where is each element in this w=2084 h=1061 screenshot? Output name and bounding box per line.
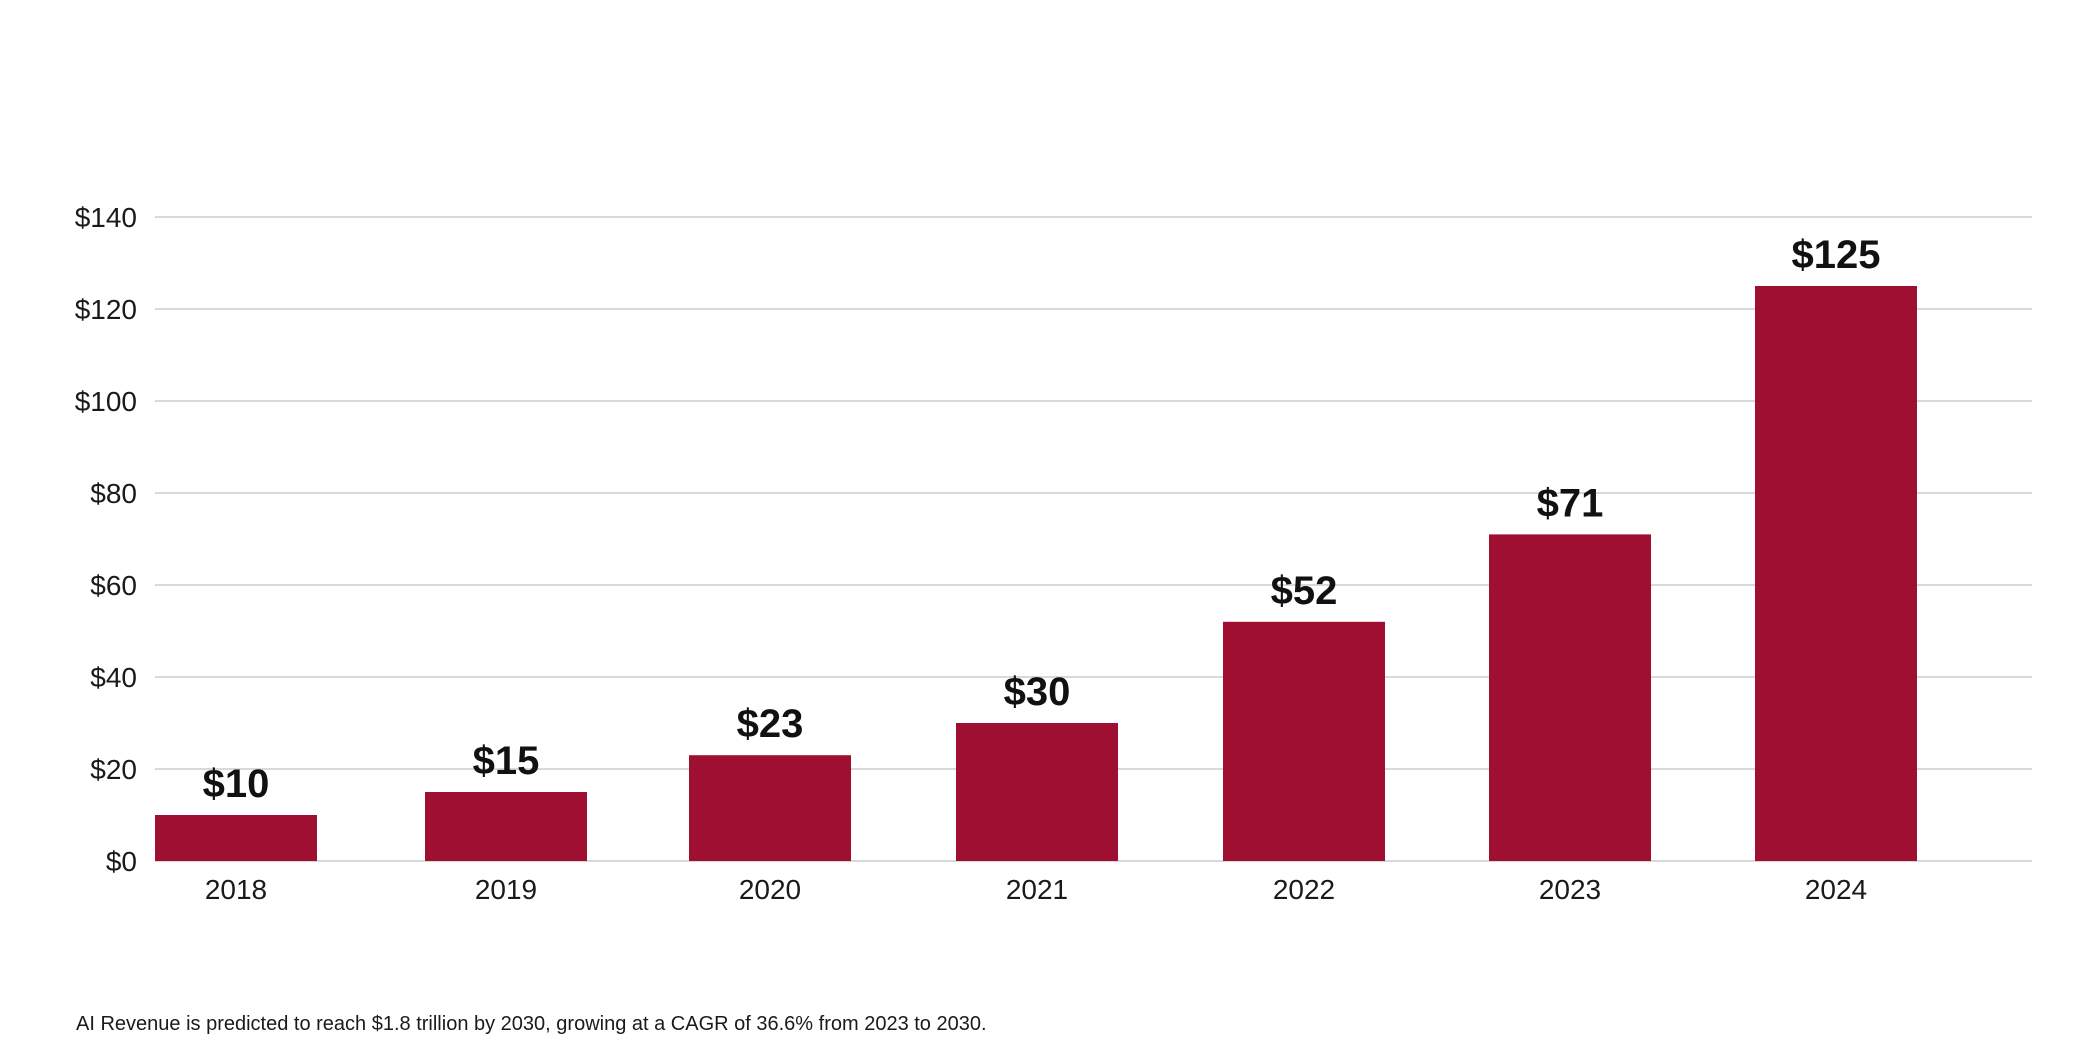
x-axis-tick-labels: 2018 2019 2020 2021 2022 2023 2024 [205, 874, 1867, 905]
bar-value-label-2021: $30 [1004, 670, 1071, 714]
x-tick-label-2021: 2021 [1006, 874, 1068, 905]
bar-value-labels: $10 $15 $23 $30 $52 $71 $125 [203, 233, 1881, 806]
x-tick-label-2023: 2023 [1539, 874, 1601, 905]
y-tick-label: $120 [75, 294, 137, 325]
y-tick-label: $80 [90, 478, 137, 509]
bar-value-label-2023: $71 [1537, 481, 1604, 525]
bar-2021 [956, 723, 1118, 861]
x-tick-label-2024: 2024 [1805, 874, 1867, 905]
x-tick-label-2019: 2019 [475, 874, 537, 905]
bar-2024 [1755, 286, 1917, 861]
y-tick-label: $140 [75, 202, 137, 233]
y-tick-label: $20 [90, 754, 137, 785]
bar-2022 [1223, 621, 1385, 861]
y-tick-label: $100 [75, 386, 137, 417]
bar-value-label-2018: $10 [203, 762, 270, 806]
y-tick-label: $40 [90, 662, 137, 693]
bar-2023 [1489, 534, 1651, 861]
footnote: AI Revenue is predicted to reach $1.8 tr… [76, 1013, 987, 1035]
y-tick-label: $60 [90, 570, 137, 601]
bar-value-label-2024: $125 [1792, 233, 1881, 277]
bar-value-label-2020: $23 [737, 702, 804, 746]
bar-2019 [425, 792, 587, 861]
bar-2018 [155, 815, 317, 861]
x-tick-label-2022: 2022 [1273, 874, 1335, 905]
x-tick-label-2018: 2018 [205, 874, 267, 905]
bar-value-label-2022: $52 [1271, 569, 1338, 613]
bars [155, 286, 1917, 861]
grid-lines [155, 216, 2032, 862]
y-axis-tick-labels: $0 $20 $40 $60 $80 $100 $120 $140 [75, 202, 137, 877]
y-tick-label: $0 [106, 846, 137, 877]
bar-value-label-2019: $15 [473, 739, 540, 783]
x-tick-label-2020: 2020 [739, 874, 801, 905]
bar-2020 [689, 755, 851, 861]
